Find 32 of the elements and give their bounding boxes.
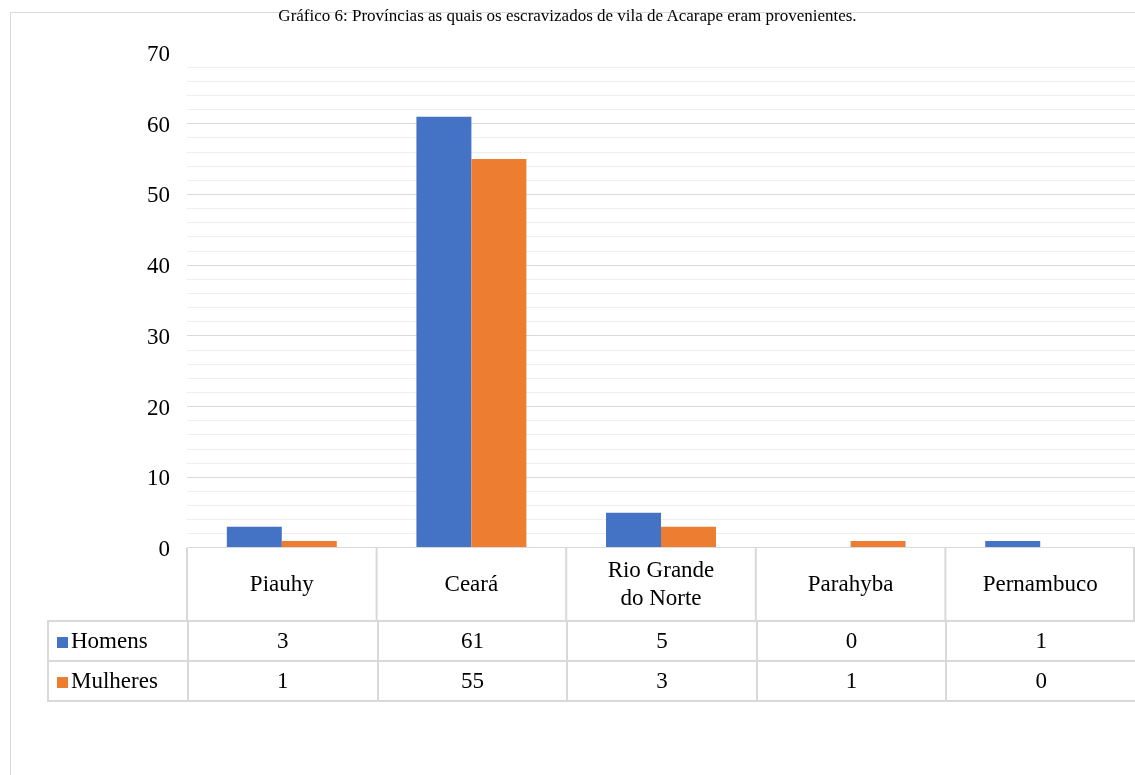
data-table: Homens 3 61 5 0 1 Mulheres 1 55 3 1 0 xyxy=(47,620,1135,702)
data-label: 1 xyxy=(188,661,378,701)
data-label: 3 xyxy=(567,661,757,701)
legend-label: Mulheres xyxy=(48,661,188,701)
data-label: 5 xyxy=(567,621,757,661)
bar xyxy=(471,159,527,548)
data-label: 1 xyxy=(756,661,947,701)
bar xyxy=(226,526,282,548)
bar xyxy=(606,512,661,548)
x-tick-label: Piauhy xyxy=(248,570,315,598)
y-tick-label: 20 xyxy=(147,394,170,420)
y-tick-label: 0 xyxy=(158,536,170,562)
y-tick-label: 70 xyxy=(147,41,170,67)
x-tick-label: Parahyba xyxy=(806,570,895,598)
bar xyxy=(661,526,716,548)
data-label: 0 xyxy=(946,661,1135,701)
y-tick-label: 10 xyxy=(147,465,170,491)
y-tick-label: 60 xyxy=(147,111,170,137)
x-tick-label: Pernambuco xyxy=(981,570,1099,598)
data-label: 1 xyxy=(946,621,1135,661)
chart-title: Gráfico 6: Províncias as quais os escravizados de vila de Acarape eram provenientes. xyxy=(278,5,857,25)
y-tick-label: 30 xyxy=(147,323,170,349)
data-label: 61 xyxy=(377,621,568,661)
data-label: 3 xyxy=(188,621,378,661)
y-tick-label: 50 xyxy=(147,182,170,208)
data-label: 55 xyxy=(377,661,568,701)
y-tick-label: 40 xyxy=(147,253,170,279)
data-label: 0 xyxy=(756,621,947,661)
legend-label: Homens xyxy=(48,621,188,661)
x-tick-label: Rio Grande do Norte xyxy=(606,556,716,612)
bar xyxy=(416,116,472,548)
x-tick-label: Ceará xyxy=(443,570,500,598)
